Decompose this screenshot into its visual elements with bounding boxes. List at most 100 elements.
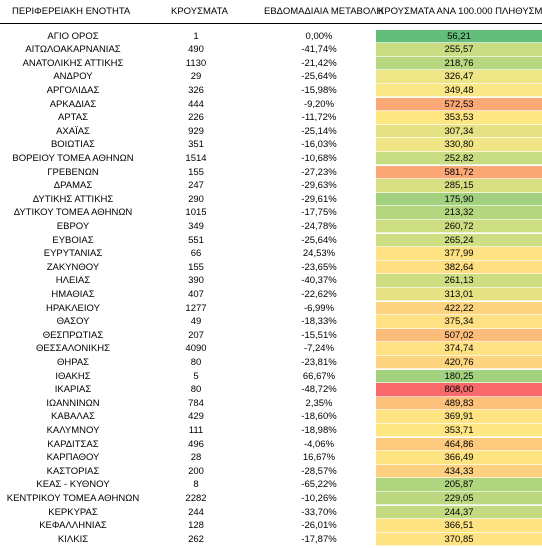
region-cell: ΑΝΔΡΟΥ [53, 71, 93, 83]
region-cell: ΑΓΙΟ ΟΡΟΣ [47, 30, 99, 42]
cases-cell: 349 [188, 220, 204, 232]
cases-cell: 66 [190, 248, 202, 260]
rate-cell: 489,83 [376, 396, 542, 411]
change-cell: -11,72% [301, 112, 337, 124]
change-cell: 0,00% [305, 30, 333, 42]
rate-cell: 244,37 [376, 505, 542, 520]
region-cell: ΚΑΒΑΛΑΣ [51, 411, 95, 423]
change-cell: -29,63% [301, 180, 337, 192]
rate-cell: 175,90 [376, 192, 542, 207]
cases-cell: 1277 [185, 302, 207, 314]
rate-cell: 313,01 [376, 287, 542, 302]
change-cell: -41,74% [301, 44, 337, 56]
table-row: ΚΑΣΤΟΡΙΑΣ 200 -28,57% 434,33 [0, 464, 542, 479]
region-cell: ΙΚΑΡΙΑΣ [54, 384, 92, 396]
rate-cell: 422,22 [376, 301, 542, 316]
rate-cell: 366,49 [376, 451, 542, 465]
region-cell: ΚΙΛΚΙΣ [57, 533, 89, 545]
rate-cell: 353,53 [376, 111, 542, 125]
rate-cell: 307,34 [376, 124, 542, 139]
cases-cell: 351 [188, 139, 204, 151]
region-cell: ΑΝΑΤΟΛΙΚΗΣ ΑΤΤΙΚΗΣ [22, 57, 124, 69]
cases-cell: 5 [193, 370, 199, 382]
table-row: ΚΕΑΣ - ΚΥΘΝΟΥ 8 -65,22% 205,87 [0, 478, 542, 492]
region-cell: ΒΟΙΩΤΙΑΣ [50, 139, 96, 151]
change-cell: 2,35% [305, 397, 333, 409]
region-cell: ΘΗΡΑΣ [56, 356, 90, 368]
table-row: ΙΚΑΡΙΑΣ 80 -48,72% 808,00 [0, 383, 542, 397]
change-cell: -15,98% [301, 84, 337, 96]
header-cases: ΚΡΟΥΣΜΑΤΑ [171, 6, 228, 17]
table-row: ΒΟΙΩΤΙΑΣ 351 -16,03% 330,80 [0, 138, 542, 152]
cases-cell: 390 [188, 275, 204, 287]
change-cell: -10,26% [301, 492, 337, 504]
region-cell: ΑΙΤΩΛΟΑΚΑΡΝΑΝΙΑΣ [25, 44, 121, 56]
cases-cell: 8 [193, 479, 199, 491]
change-cell: -24,78% [301, 220, 337, 232]
region-cell: ΗΜΑΘΙΑΣ [51, 288, 95, 300]
rate-cell: 330,80 [376, 138, 542, 152]
region-cell: ΚΕΑΣ - ΚΥΘΝΟΥ [36, 479, 110, 491]
change-cell: -40,37% [301, 275, 337, 287]
change-cell: -25,64% [301, 234, 337, 246]
rate-cell: 420,76 [376, 355, 542, 370]
cases-cell: 2282 [185, 492, 207, 504]
cases-cell: 49 [190, 316, 202, 328]
table-row: ΑΙΤΩΛΟΑΚΑΡΝΑΝΙΑΣ 490 -41,74% 255,57 [0, 43, 542, 57]
change-cell: -18,98% [301, 424, 337, 436]
change-cell: -18,60% [301, 411, 337, 423]
rate-cell: 366,51 [376, 519, 542, 533]
table-row: ΘΕΣΠΡΩΤΙΑΣ 207 -15,51% 507,02 [0, 328, 542, 343]
cases-cell: 200 [188, 465, 204, 477]
cases-cell: 80 [190, 384, 202, 396]
table-row: ΔΥΤΙΚΟΥ ΤΟΜΕΑ ΑΘΗΝΩΝ 1015 -17,75% 213,32 [0, 206, 542, 220]
table-row: ΗΜΑΘΙΑΣ 407 -22,62% 313,01 [0, 287, 542, 302]
change-cell: 66,67% [302, 370, 336, 382]
region-cell: ΘΕΣΠΡΩΤΙΑΣ [42, 329, 104, 341]
region-cell: ΗΛΕΙΑΣ [55, 275, 91, 287]
cases-cell: 262 [188, 533, 204, 545]
cases-cell: 551 [188, 234, 204, 246]
table-row: ΗΛΕΙΑΣ 390 -40,37% 261,13 [0, 274, 542, 288]
cases-cell: 4090 [185, 343, 207, 355]
table-row: ΑΝΑΤΟΛΙΚΗΣ ΑΤΤΙΚΗΣ 1130 -21,42% 218,76 [0, 56, 542, 71]
cases-cell: 111 [188, 424, 204, 436]
table-row: ΒΟΡΕΙΟΥ ΤΟΜΕΑ ΑΘΗΝΩΝ 1514 -10,68% 252,82 [0, 151, 542, 166]
change-cell: -29,61% [301, 193, 337, 205]
rate-cell: 285,15 [376, 179, 542, 193]
table-row: ΙΘΑΚΗΣ 5 66,67% 180,25 [0, 369, 542, 384]
cases-cell: 1130 [185, 57, 207, 69]
region-cell: ΕΥΒΟΙΑΣ [52, 234, 94, 246]
rate-cell: 369,91 [376, 410, 542, 424]
region-cell: ΑΡΚΑΔΙΑΣ [49, 98, 97, 110]
rate-cell: 382,64 [376, 260, 542, 275]
table-row: ΘΑΣΟΥ 49 -18,33% 375,34 [0, 315, 542, 329]
table-row: ΚΙΛΚΙΣ 262 -17,87% 370,85 [0, 532, 542, 547]
table-row: ΚΕΝΤΡΙΚΟΥ ΤΟΜΕΑ ΑΘΗΝΩΝ 2282 -10,26% 229,05 [0, 491, 542, 506]
rate-cell: 349,48 [376, 83, 542, 98]
cases-cell: 1514 [185, 152, 207, 164]
rate-cell: 377,99 [376, 247, 542, 261]
change-cell: -28,57% [301, 465, 337, 477]
region-cell: ΚΑΣΤΟΡΙΑΣ [46, 465, 100, 477]
cases-cell: 429 [188, 411, 204, 423]
rate-cell: 255,57 [376, 43, 542, 57]
table-header: ΠΕΡΙΦΕΡΕΙΑΚΗ ΕΝΟΤΗΤΑ ΚΡΟΥΣΜΑΤΑ ΕΒΔΟΜΑΔΙΑ… [0, 0, 542, 24]
rate-cell: 370,85 [376, 532, 542, 547]
cases-cell: 496 [188, 438, 204, 450]
region-cell: ΒΟΡΕΙΟΥ ΤΟΜΕΑ ΑΘΗΝΩΝ [12, 152, 134, 164]
region-cell: ΕΥΡΥΤΑΝΙΑΣ [43, 248, 103, 260]
header-weekly-change: ΕΒΔΟΜΑΔΙΑΙΑ ΜΕΤΑΒΟΛΗ [264, 6, 384, 17]
region-cell: ΔΥΤΙΚΟΥ ΤΟΜΕΑ ΑΘΗΝΩΝ [13, 207, 133, 219]
header-underline [0, 23, 542, 24]
rate-cell: 260,72 [376, 219, 542, 234]
change-cell: -9,20% [303, 98, 335, 110]
table-row: ΑΡΓΟΛΙΔΑΣ 326 -15,98% 349,48 [0, 83, 542, 98]
region-cell: ΕΒΡΟΥ [56, 220, 90, 232]
cases-cell: 155 [188, 166, 204, 178]
change-cell: -26,01% [301, 520, 337, 532]
table-row: ΘΗΡΑΣ 80 -23,81% 420,76 [0, 355, 542, 370]
cases-cell: 290 [188, 193, 204, 205]
table-row: ΚΕΡΚΥΡΑΣ 244 -33,70% 244,37 [0, 505, 542, 520]
